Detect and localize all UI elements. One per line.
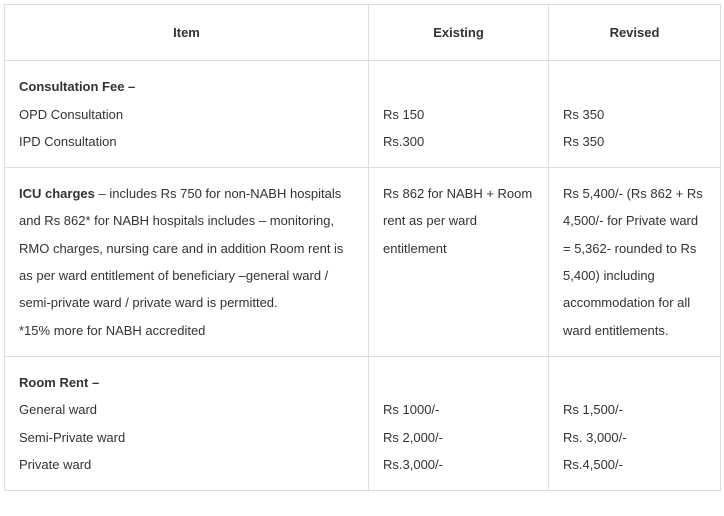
cell-revised-line — [563, 73, 706, 100]
cell-revised-line: Rs 350 — [563, 128, 706, 155]
cell-item: Room Rent –General wardSemi-Private ward… — [5, 356, 369, 490]
cell-item: Consultation Fee –OPD ConsultationIPD Co… — [5, 61, 369, 168]
table-body: Consultation Fee –OPD ConsultationIPD Co… — [5, 61, 721, 491]
cell-item-line: OPD Consultation — [19, 101, 354, 128]
cell-revised-line: Rs. 3,000/- — [563, 424, 706, 451]
cell-existing-line: Rs 862 for NABH + Room rent as per ward … — [383, 180, 534, 262]
cell-item-bold: ICU charges — [19, 186, 95, 201]
cell-existing-line — [383, 73, 534, 100]
cell-existing: Rs 1000/-Rs 2,000/-Rs.3,000/- — [369, 356, 549, 490]
cell-item-line: General ward — [19, 396, 354, 423]
cell-existing-line: Rs 1000/- — [383, 396, 534, 423]
cell-revised-line: Rs 1,500/- — [563, 396, 706, 423]
cell-item-line: Semi-Private ward — [19, 424, 354, 451]
cell-item: ICU charges – includes Rs 750 for non-NA… — [5, 168, 369, 357]
cell-revised: Rs 5,400/- (Rs 862 + Rs 4,500/- for Priv… — [549, 168, 721, 357]
cell-existing: Rs 150Rs.300 — [369, 61, 549, 168]
cell-revised: Rs 1,500/-Rs. 3,000/-Rs.4,500/- — [549, 356, 721, 490]
table-row: ICU charges – includes Rs 750 for non-NA… — [5, 168, 721, 357]
table-row: Consultation Fee –OPD ConsultationIPD Co… — [5, 61, 721, 168]
cell-existing-line: Rs.300 — [383, 128, 534, 155]
header-revised: Revised — [549, 5, 721, 61]
header-existing: Existing — [369, 5, 549, 61]
cell-revised-line: Rs 5,400/- (Rs 862 + Rs 4,500/- for Priv… — [563, 180, 706, 344]
cell-revised-line: Rs 350 — [563, 101, 706, 128]
cell-item-line: ICU charges – includes Rs 750 for non-NA… — [19, 180, 354, 316]
cell-item-text: – includes Rs 750 for non-NABH hospitals… — [19, 186, 343, 310]
cell-item-line: *15% more for NABH accredited — [19, 317, 354, 344]
header-row: Item Existing Revised — [5, 5, 721, 61]
cell-revised-line: Rs.4,500/- — [563, 451, 706, 478]
cell-item-line: Consultation Fee – — [19, 73, 354, 100]
cell-revised: Rs 350Rs 350 — [549, 61, 721, 168]
cell-revised-line — [563, 369, 706, 396]
table-row: Room Rent –General wardSemi-Private ward… — [5, 356, 721, 490]
cell-existing-line — [383, 369, 534, 396]
cell-item-line: IPD Consultation — [19, 128, 354, 155]
cell-existing: Rs 862 for NABH + Room rent as per ward … — [369, 168, 549, 357]
cell-existing-line: Rs.3,000/- — [383, 451, 534, 478]
header-item: Item — [5, 5, 369, 61]
rates-table: Item Existing Revised Consultation Fee –… — [4, 4, 721, 491]
cell-item-line: Private ward — [19, 451, 354, 478]
cell-existing-line: Rs 150 — [383, 101, 534, 128]
cell-item-line: Room Rent – — [19, 369, 354, 396]
cell-existing-line: Rs 2,000/- — [383, 424, 534, 451]
